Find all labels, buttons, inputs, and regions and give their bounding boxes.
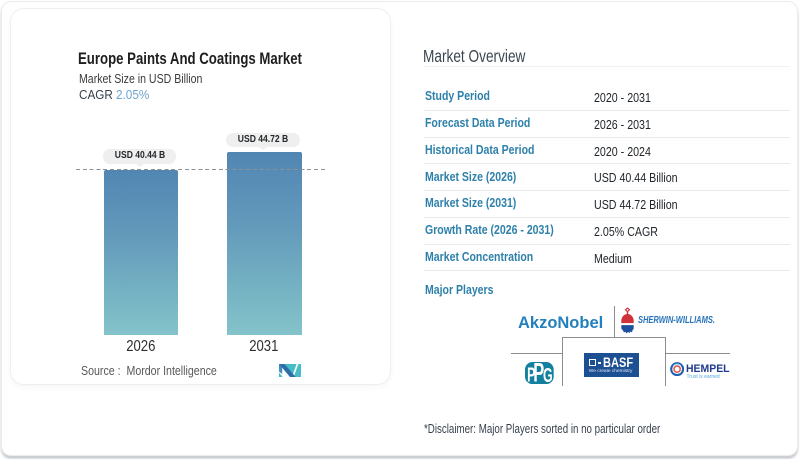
svg-text:P: P	[528, 363, 536, 384]
svg-text:P: P	[534, 362, 545, 384]
svg-text:G: G	[543, 363, 553, 383]
